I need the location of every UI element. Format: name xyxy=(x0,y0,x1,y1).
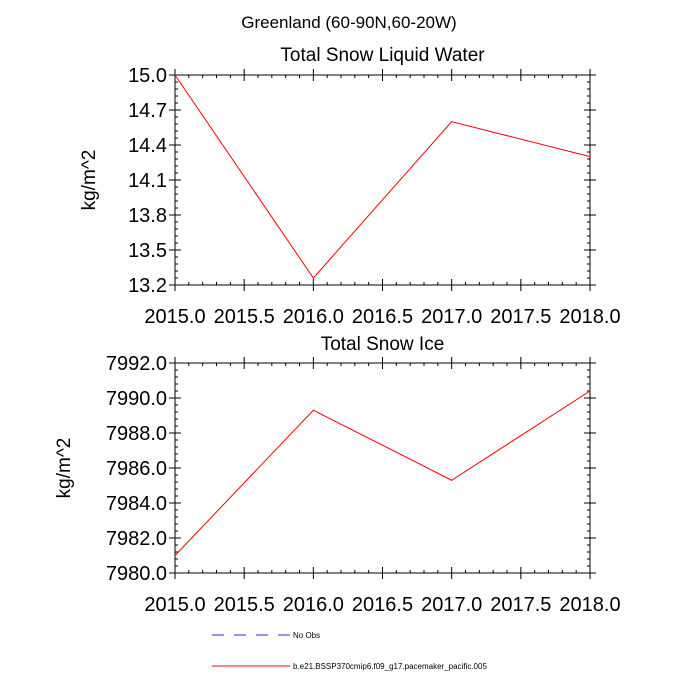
series-line xyxy=(174,390,591,556)
y-tick-label: 14.7 xyxy=(128,100,167,122)
y-tick-label: 13.8 xyxy=(128,205,167,227)
x-tick-label: 2017.5 xyxy=(490,306,551,328)
legend: No Obs b.e21.BSSP370cmip6.f09_g17.pacema… xyxy=(212,631,487,671)
data-point xyxy=(589,390,591,392)
x-tick-label: 2015.5 xyxy=(214,594,275,616)
y-tick-label: 14.4 xyxy=(128,135,167,157)
y-tick-label: 7990.0 xyxy=(106,388,167,410)
data-point xyxy=(312,277,314,279)
x-tick-label: 2015.0 xyxy=(144,306,205,328)
y-tick-label: 13.2 xyxy=(128,275,167,297)
x-tick-label: 2017.5 xyxy=(490,594,551,616)
data-point xyxy=(312,409,314,411)
y-tick-label: 14.1 xyxy=(128,170,167,192)
series-line xyxy=(174,74,591,279)
panel-snow-liquid-water: Total Snow Liquid Water 13.2 13.5 13.8 14.1 1… xyxy=(79,45,621,328)
data-point xyxy=(451,121,453,123)
y-axis-label: kg/m^2 xyxy=(79,150,100,211)
plot-frame xyxy=(174,362,591,574)
x-tick-label: 2017.0 xyxy=(421,306,482,328)
data-point xyxy=(174,74,176,76)
x-tick-label: 2015.5 xyxy=(214,306,275,328)
x-tick-label: 2017.0 xyxy=(421,594,482,616)
y-tick-label: 7982.0 xyxy=(106,528,167,550)
panel-snow-ice: Total Snow Ice 7980.0 7982.0 7984.0 7986.0 79… xyxy=(54,334,621,616)
legend-label-model: b.e21.BSSP370cmip6.f09_g17.pacemaker_pac… xyxy=(293,662,487,671)
x-tick-label: 2015.0 xyxy=(144,594,205,616)
x-tick-label: 2016.0 xyxy=(283,306,344,328)
x-tick-label: 2018.0 xyxy=(559,306,620,328)
data-point xyxy=(451,479,453,481)
legend-label-no-obs: No Obs xyxy=(293,631,320,640)
y-tick-label: 13.5 xyxy=(128,240,167,262)
y-tick-label: 7986.0 xyxy=(106,458,167,480)
x-tick-label: 2016.5 xyxy=(352,306,413,328)
y-tick-label: 7980.0 xyxy=(106,563,167,585)
y-tick-label: 7988.0 xyxy=(106,423,167,445)
y-tick-label: 7992.0 xyxy=(106,353,167,375)
plot-frame xyxy=(174,74,591,286)
data-point xyxy=(589,156,591,158)
y-tick-label: 15.0 xyxy=(128,65,167,87)
figure-title: Greenland (60-90N,60-20W) xyxy=(241,13,456,32)
data-point xyxy=(174,554,176,557)
y-tick-label: 7984.0 xyxy=(106,493,167,515)
x-tick-label: 2018.0 xyxy=(559,594,620,616)
y-axis-label: kg/m^2 xyxy=(54,438,75,499)
x-tick-label: 2016.0 xyxy=(283,594,344,616)
x-tick-label: 2016.5 xyxy=(352,594,413,616)
panel-title: Total Snow Liquid Water xyxy=(280,45,485,66)
panel-title: Total Snow Ice xyxy=(321,334,445,355)
